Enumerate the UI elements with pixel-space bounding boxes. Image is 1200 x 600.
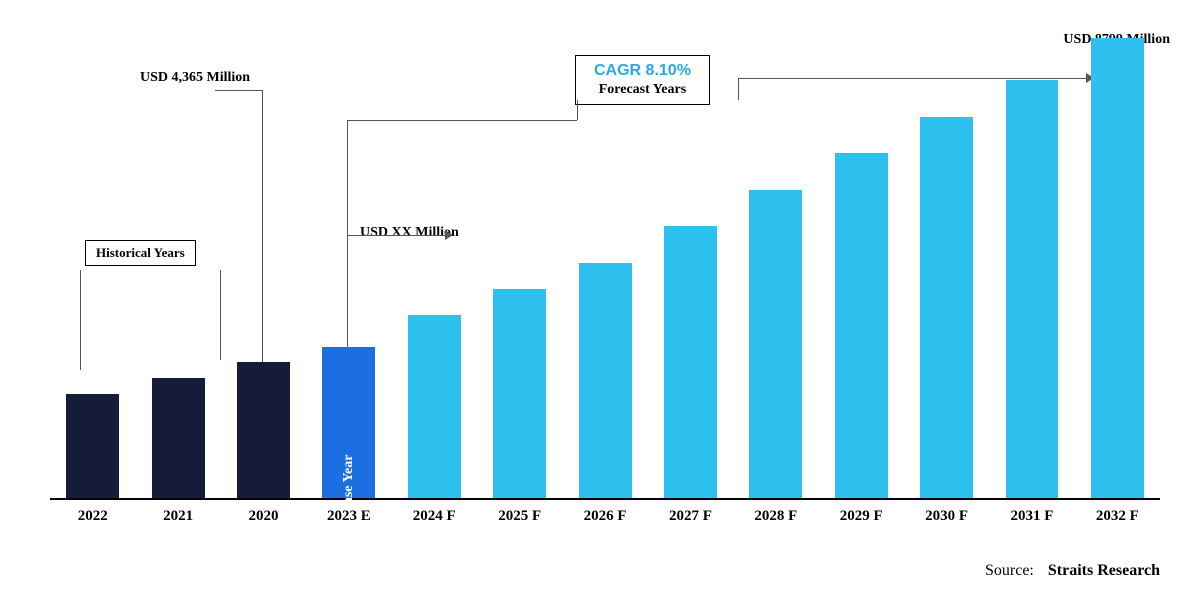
bar-slot: [50, 30, 135, 498]
bar: [408, 315, 461, 498]
x-axis-label: 2024 F: [392, 500, 477, 530]
x-axis-label: 2022: [50, 500, 135, 530]
x-axis-label: 2030 F: [904, 500, 989, 530]
bar-slot: [904, 30, 989, 498]
bar: Base Year: [322, 347, 375, 498]
x-axis-label: 2021: [135, 500, 220, 530]
x-axis-label: 2020: [221, 500, 306, 530]
x-axis-labels: 2022202120202023 E2024 F2025 F2026 F2027…: [50, 500, 1160, 530]
x-axis-label: 2026 F: [562, 500, 647, 530]
source-label: Source:: [985, 562, 1034, 579]
bar: [749, 190, 802, 498]
bars-area: Base Year: [50, 30, 1160, 500]
bar-slot: [392, 30, 477, 498]
bar: [579, 263, 632, 498]
bar-slot: [989, 30, 1074, 498]
chart-container: USD 4,365 Million Historical Years USD X…: [50, 30, 1160, 530]
bar: [920, 117, 973, 498]
bar-slot: [477, 30, 562, 498]
bar: [237, 362, 290, 498]
x-axis-label: 2032 F: [1075, 500, 1160, 530]
x-axis-label: 2023 E: [306, 500, 391, 530]
bar: [493, 289, 546, 498]
x-axis-label: 2029 F: [819, 500, 904, 530]
x-axis-label: 2028 F: [733, 500, 818, 530]
bar-slot: Base Year: [306, 30, 391, 498]
source-name: Straits Research: [1048, 562, 1160, 579]
bar-slot: [135, 30, 220, 498]
bar: [664, 226, 717, 498]
x-axis-label: 2025 F: [477, 500, 562, 530]
bar: [1091, 38, 1144, 498]
bar-slot: [733, 30, 818, 498]
x-axis-label: 2027 F: [648, 500, 733, 530]
x-axis-label: 2031 F: [989, 500, 1074, 530]
bar: [152, 378, 205, 498]
bar: [66, 394, 119, 498]
source-line: Source: Straits Research: [985, 562, 1160, 580]
bar-slot: [562, 30, 647, 498]
bar-slot: [221, 30, 306, 498]
bar: [1006, 80, 1059, 498]
bar-slot: [648, 30, 733, 498]
bar-slot: [1075, 30, 1160, 498]
bar: [835, 153, 888, 498]
bar-slot: [819, 30, 904, 498]
